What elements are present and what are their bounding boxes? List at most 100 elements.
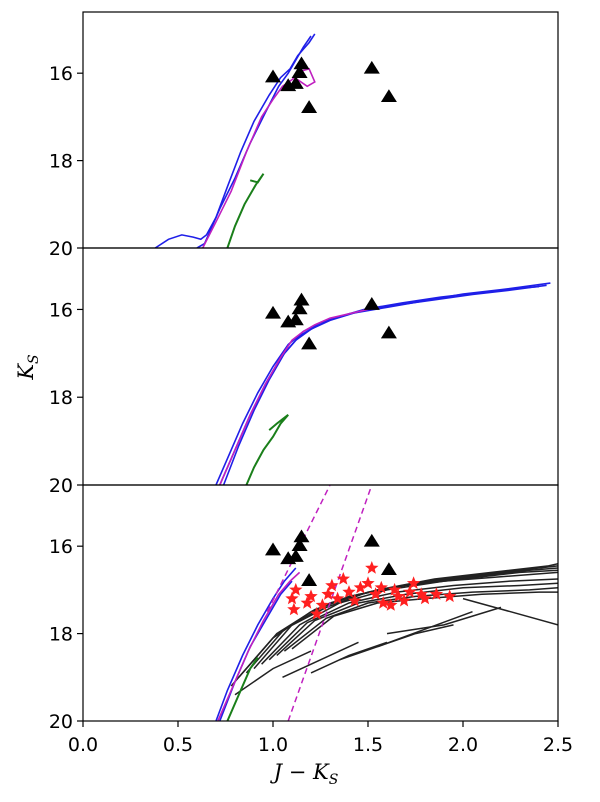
star-marker (300, 596, 314, 609)
panel-middle: 16 18 20 (49, 247, 559, 497)
triangle-marker (291, 538, 308, 551)
green-isochrone-line (226, 657, 259, 721)
star-marker (325, 578, 339, 592)
star-marker (384, 598, 398, 611)
y-tick-label: 20 (49, 711, 73, 733)
triangle-marker (287, 549, 304, 562)
star-marker (361, 576, 375, 589)
star-marker (348, 593, 362, 607)
triangle-marker (301, 573, 318, 586)
magenta-isochrone-line (217, 571, 301, 721)
model-track-line (386, 606, 502, 635)
star-marker (443, 589, 457, 603)
star-marker (342, 585, 356, 598)
x-tick-label: 0.0 (68, 734, 98, 756)
star-marker (374, 580, 388, 594)
x-tick-label: 2.5 (543, 734, 573, 756)
triangle-marker (380, 325, 397, 339)
panel-top: 16 18 20 (49, 11, 559, 260)
triangle-marker (265, 542, 281, 556)
star-marker (353, 580, 368, 594)
star-marker (429, 587, 444, 600)
star-marker (365, 561, 379, 574)
triangle-marker (363, 60, 380, 74)
x-tick-label: 2.0 (448, 734, 478, 756)
star-marker (403, 585, 417, 598)
x-tick-label: 1.0 (258, 734, 288, 756)
panel-bottom: 16 18 20 (49, 484, 559, 733)
model-track-line (234, 650, 312, 696)
plot-area (215, 485, 558, 721)
x-tick-label: 1.5 (353, 734, 383, 756)
plot-area (154, 33, 397, 248)
x-tick-label: 0.5 (163, 734, 193, 756)
star-marker (330, 591, 345, 605)
star-marker (391, 589, 406, 603)
y-tick-label: 20 (49, 238, 73, 260)
star-marker (376, 596, 390, 609)
y-tick-label: 20 (49, 475, 73, 497)
x-axis-label: J − KS (270, 760, 339, 788)
y-tick-label: 18 (49, 387, 73, 409)
blue-isochrone-line (196, 35, 312, 248)
star-marker (414, 587, 428, 600)
triangle-marker (301, 100, 318, 113)
green-isochrone-line (226, 173, 265, 248)
y-axis-label-sub: S (26, 354, 42, 364)
star-marker (285, 591, 299, 605)
model-track-line (282, 641, 359, 678)
blue-isochrone-line (222, 285, 540, 485)
magenta-isochrone-line (219, 308, 369, 485)
y-tick-label: 16 (49, 536, 73, 558)
model-track-line (377, 610, 473, 648)
panel-frame (82, 11, 559, 249)
star-marker (397, 593, 411, 607)
triangle-marker (363, 297, 380, 310)
triangle-marker (265, 305, 281, 319)
star-marker (315, 598, 330, 611)
model-track-line (276, 582, 558, 656)
x-axis-label-sub: S (329, 772, 339, 788)
y-tick-label: 16 (49, 299, 73, 321)
blue-isochrone-line (154, 33, 316, 248)
triangle-marker (265, 69, 281, 83)
x-axis-ticks: 0.0 0.5 1.0 1.5 2.0 2.5 (68, 721, 573, 756)
triangle-marker (291, 301, 308, 315)
reddening-vector-line (287, 485, 373, 721)
x-axis-label-main: J − K (270, 760, 330, 784)
model-track-line (310, 641, 388, 674)
model-track-line (253, 562, 558, 670)
model-track-line (462, 597, 558, 626)
triangle-marker (291, 65, 308, 78)
panel-frame (82, 484, 559, 722)
star-marker (287, 602, 301, 616)
star-marker (387, 582, 402, 596)
triangle-marker (380, 89, 397, 103)
y-tick-label: 18 (49, 151, 73, 173)
triangle-marker (380, 562, 397, 576)
triangle-marker (293, 56, 310, 70)
star-marker (406, 576, 421, 589)
triangle-marker (287, 312, 304, 326)
green-isochrone-line (245, 414, 289, 485)
model-track-line (283, 586, 558, 652)
star-marker (418, 591, 432, 605)
y-tick-label: 16 (49, 63, 73, 85)
y-axis-label: KS (14, 354, 42, 380)
triangle-marker (287, 76, 304, 89)
star-marker (368, 587, 383, 600)
y-tick-label: 18 (49, 624, 73, 646)
star-marker (289, 582, 303, 596)
triangle-marker (301, 336, 318, 350)
star-marker (310, 606, 324, 620)
blue-isochrone-line (215, 567, 297, 721)
star-marker (304, 589, 318, 603)
triangle-marker (293, 292, 310, 306)
triangle-marker (363, 533, 380, 547)
y-axis-label-main: K (14, 363, 38, 381)
model-track-line (261, 571, 558, 665)
star-marker (336, 572, 350, 585)
star-marker (321, 587, 335, 600)
triangle-marker (293, 529, 310, 543)
